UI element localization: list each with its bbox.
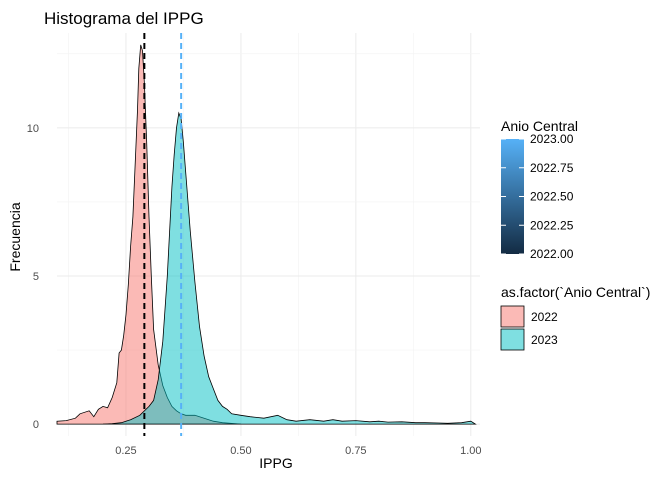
x-axis-title: IPPG [259, 455, 292, 471]
density-area-2023 [102, 111, 477, 425]
legend-gradient-title: Anio Central [501, 118, 578, 134]
y-tick-label: 10 [27, 123, 39, 135]
chart-title: Histograma del IPPG [44, 9, 204, 28]
reference-lines [143, 33, 183, 436]
density-areas [56, 44, 477, 425]
grid-lines [57, 33, 480, 436]
legend-fill: as.factor(`Anio Central`) 2022 2023 [500, 284, 650, 351]
colorbar-tick-label: 2022.25 [530, 218, 574, 232]
colorbar-tick-label: 2022.00 [530, 247, 574, 261]
legend-label-2023: 2023 [531, 333, 558, 347]
colorbar-tick-label: 2022.50 [530, 190, 574, 204]
legend-swatch-2023 [500, 328, 525, 351]
colorbar-tick-label: 2022.75 [530, 161, 574, 175]
x-tick-label: 1.00 [460, 445, 481, 457]
legend-fill-title: as.factor(`Anio Central`) [501, 284, 650, 300]
legend-gradient: Anio Central 2023.00 2022.75 2022.50 2022.2… [501, 118, 578, 261]
legend-label-2022: 2022 [531, 310, 558, 324]
legend-colorbar [501, 139, 524, 254]
colorbar-tick-label: 2023.00 [530, 132, 574, 146]
x-tick-label: 0.50 [230, 445, 251, 457]
density-area-2022 [56, 44, 241, 425]
x-axis-ticks: 0.25 0.50 0.75 1.00 [115, 445, 481, 457]
y-axis-title: Frecuencia [7, 202, 23, 271]
legend-swatch-2022 [500, 305, 525, 328]
y-tick-label: 5 [33, 271, 39, 283]
x-tick-label: 0.25 [115, 445, 136, 457]
x-tick-label: 0.75 [345, 445, 366, 457]
y-tick-label: 0 [33, 419, 39, 431]
y-axis-ticks: 0 5 10 [27, 123, 39, 431]
